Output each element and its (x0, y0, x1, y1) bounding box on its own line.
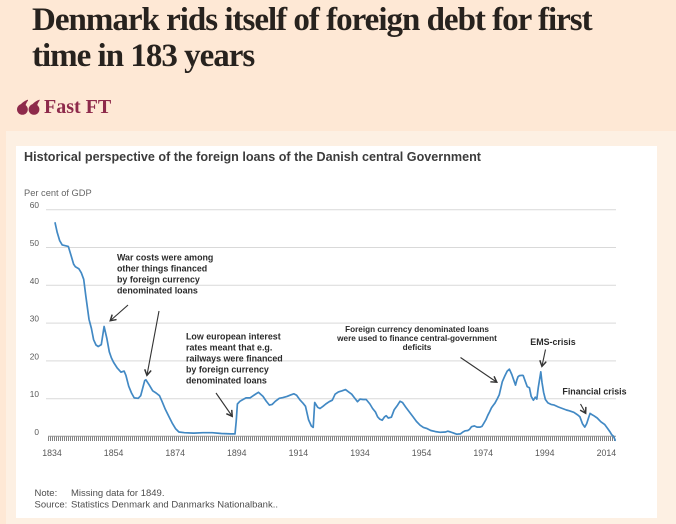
svg-text:Note:: Note: (35, 488, 58, 499)
svg-text:40: 40 (30, 276, 40, 286)
svg-text:30: 30 (30, 314, 40, 324)
svg-text:1834: 1834 (42, 448, 62, 458)
svg-text:War costs were among: War costs were among (117, 253, 213, 263)
svg-text:50: 50 (30, 238, 40, 248)
svg-text:Source:: Source: (35, 500, 68, 511)
svg-text:1934: 1934 (350, 448, 370, 458)
svg-text:denominated loans: denominated loans (117, 286, 198, 296)
svg-text:Historical perspective of the: Historical perspective of the foreign lo… (24, 150, 482, 164)
svg-text:were used to finance central-g: were used to finance central-government (336, 334, 497, 343)
svg-text:1974: 1974 (473, 448, 493, 458)
svg-text:by foreign currency: by foreign currency (186, 365, 269, 375)
svg-text:Missing data for 1849.: Missing data for 1849. (71, 488, 164, 499)
svg-text:1994: 1994 (535, 448, 555, 458)
svg-text:10: 10 (30, 389, 40, 399)
svg-text:1854: 1854 (104, 448, 124, 458)
svg-text:by foreign currency: by foreign currency (117, 275, 200, 285)
svg-text:deficits: deficits (403, 343, 432, 352)
svg-text:60: 60 (30, 200, 40, 210)
svg-text:denominated loans: denominated loans (186, 375, 267, 385)
svg-text:Per cent of GDP: Per cent of GDP (24, 188, 92, 198)
svg-text:1914: 1914 (289, 448, 309, 458)
svg-text:2014: 2014 (597, 448, 617, 458)
svg-text:rates meant that e.g.: rates meant that e.g. (186, 343, 272, 353)
svg-text:Financial crisis: Financial crisis (562, 387, 626, 397)
svg-text:Low european interest: Low european interest (186, 332, 281, 342)
svg-text:1954: 1954 (412, 448, 432, 458)
svg-text:Foreign currency denominated l: Foreign currency denominated loans (345, 325, 489, 334)
svg-text:1874: 1874 (165, 448, 185, 458)
svg-text:1894: 1894 (227, 448, 247, 458)
svg-text:0: 0 (34, 427, 39, 437)
svg-text:railways were financed: railways were financed (186, 354, 283, 364)
svg-text:20: 20 (30, 351, 40, 361)
svg-text:EMS-crisis: EMS-crisis (530, 337, 575, 347)
svg-text:other things financed: other things financed (117, 264, 207, 274)
svg-text:Statistics Denmark and Danmark: Statistics Denmark and Danmarks National… (71, 500, 278, 511)
